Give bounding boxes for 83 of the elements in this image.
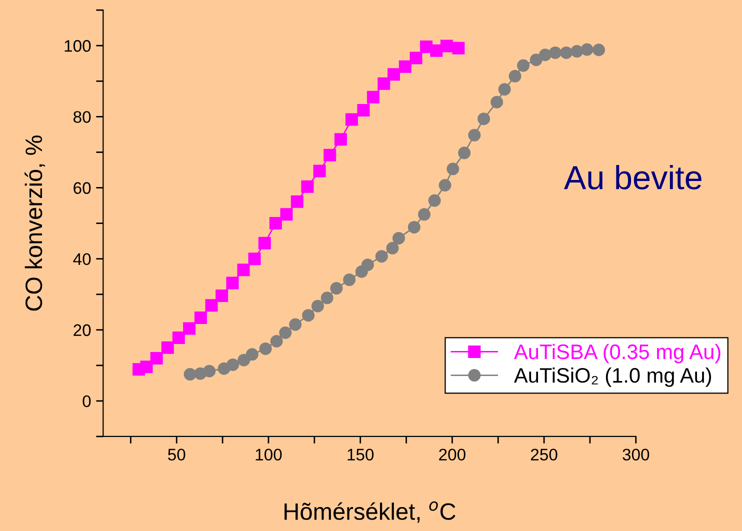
point <box>548 46 562 59</box>
point <box>289 318 302 331</box>
point <box>386 242 399 254</box>
point <box>183 322 196 335</box>
point <box>498 83 511 96</box>
y-tick-label: 60 <box>74 182 91 194</box>
point <box>430 44 443 57</box>
point <box>517 59 530 72</box>
point <box>172 331 185 344</box>
point <box>238 354 250 366</box>
point <box>468 128 481 142</box>
point <box>279 326 292 339</box>
y-tick-label: 20 <box>74 324 91 336</box>
point <box>428 194 441 207</box>
text: Au bevite <box>564 165 702 190</box>
legend-label: AuTiSBA (0.35 mg Au) <box>514 344 720 364</box>
point <box>226 358 240 371</box>
point <box>184 368 196 381</box>
point <box>237 264 250 276</box>
y-tick-label: 80 <box>74 111 91 123</box>
point <box>452 42 465 54</box>
x-tick-label: 150 <box>348 448 374 461</box>
x-tick-label: 100 <box>256 448 282 461</box>
point <box>150 352 163 365</box>
y-tick-label: 40 <box>73 253 91 266</box>
point <box>440 40 453 52</box>
point <box>410 52 422 64</box>
point <box>570 45 584 58</box>
x-tick-label: 250 <box>530 448 558 461</box>
point <box>320 292 334 304</box>
point <box>140 360 153 374</box>
point <box>270 335 283 348</box>
point <box>458 146 471 160</box>
point <box>530 54 542 66</box>
point <box>361 258 374 272</box>
point <box>446 162 460 176</box>
point <box>290 195 304 208</box>
point <box>324 148 336 162</box>
point <box>226 276 239 290</box>
point <box>408 220 420 234</box>
point <box>378 77 390 90</box>
point <box>161 341 174 354</box>
point <box>508 70 522 82</box>
point <box>490 96 504 108</box>
point <box>438 179 452 192</box>
point <box>345 113 358 126</box>
point <box>330 282 343 295</box>
point <box>560 46 573 59</box>
point <box>388 68 400 81</box>
point <box>301 180 314 193</box>
point <box>580 43 594 56</box>
point <box>478 112 490 126</box>
x-axis-title: Hõmérséklet, $^{o}$C <box>284 501 456 523</box>
point <box>280 208 293 221</box>
y-tick-label: 100 <box>64 40 91 52</box>
point <box>592 44 606 56</box>
point <box>392 232 405 244</box>
point <box>538 48 552 62</box>
point <box>258 236 271 250</box>
point <box>246 348 258 361</box>
point <box>313 164 326 178</box>
point <box>357 104 370 117</box>
point <box>269 217 282 230</box>
point <box>259 342 272 355</box>
x-tick-label: 300 <box>622 448 650 461</box>
point <box>216 290 228 302</box>
point <box>311 300 324 312</box>
point <box>418 208 431 221</box>
point <box>205 299 218 312</box>
y-tick-label: 0 <box>82 395 91 408</box>
point <box>302 309 315 322</box>
point <box>248 252 261 266</box>
point <box>366 90 380 104</box>
point <box>203 364 216 378</box>
point <box>334 133 347 146</box>
x-tick-label: 200 <box>439 448 466 461</box>
point <box>343 274 356 286</box>
point <box>375 250 388 263</box>
point <box>194 312 207 324</box>
x-tick-label: 50 <box>168 448 186 461</box>
legend-label: AuTiSiO₂ (1.0 mg Au) <box>514 367 712 387</box>
y-axis-title: CO konverzió, % <box>24 136 45 311</box>
point <box>398 60 412 73</box>
